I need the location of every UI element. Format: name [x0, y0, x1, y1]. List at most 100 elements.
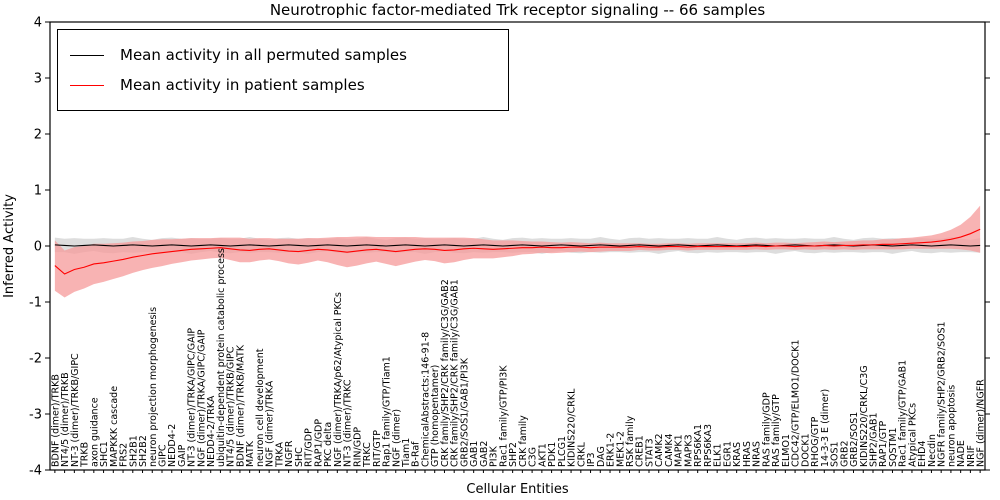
x-tick-label: Atypical PKCs: [907, 403, 918, 467]
x-tick-label: neuron apoptosis: [946, 385, 957, 467]
chart-legend: Mean activity in all permuted samples Me…: [57, 29, 509, 111]
x-tick-label: GRB2: [839, 440, 850, 467]
x-tick-label: HRAS: [742, 441, 753, 467]
x-tick-label: neuron cell development: [255, 348, 266, 467]
x-tick-label: GAB2: [479, 441, 490, 467]
permuted-line-swatch: [70, 54, 104, 56]
x-tick-label: ELK1: [713, 443, 724, 467]
x-tick-label: RSK family: [625, 415, 636, 467]
y-tick-label: -3: [29, 408, 42, 423]
x-tick-label: PDK1: [547, 442, 558, 467]
legend-label-permuted: Mean activity in all permuted samples: [120, 46, 407, 64]
x-tick-label: GAB1: [469, 441, 480, 467]
x-tick-label: SHC1: [99, 441, 110, 467]
x-tick-label: STAT3: [644, 438, 655, 467]
x-tick-label: AKT1: [537, 443, 548, 467]
x-tick-label: neuron projection morphogenesis: [148, 307, 159, 467]
x-tick-label: RAP1/GDP: [313, 419, 324, 467]
x-tick-label: NT4/5 (dimer)/TRKB: [60, 372, 71, 467]
x-tick-label: IP3: [586, 452, 597, 467]
patient-band: [54, 205, 981, 298]
patient-mean-line: [54, 228, 981, 275]
x-tick-label: RPS6KA1: [693, 424, 704, 467]
x-tick-label: SHC: [294, 447, 305, 467]
x-tick-label: EHD4: [917, 440, 928, 467]
x-tick-label: MAPK1: [674, 434, 685, 467]
x-tick-label: MAPKKK cascade: [109, 386, 120, 467]
x-tick-label: SH2B1: [128, 435, 139, 467]
legend-row-patient: Mean activity in patient samples: [70, 70, 496, 100]
x-tick-label: 14-3-3 E (dimer): [820, 389, 831, 467]
x-tick-label: RIT/GDP: [304, 428, 315, 467]
x-tick-label: Necdin: [927, 434, 938, 467]
x-tick-label: NT4/5 (dimer)/TRKB/GIPC: [226, 346, 237, 467]
x-tick-label: GAIP: [177, 444, 188, 467]
x-tick-label: NADE: [956, 440, 967, 467]
x-tick-label: KRAS: [732, 442, 743, 467]
x-tick-label: KIDINS220/CRKL/C3G: [859, 365, 870, 467]
x-tick-label: TRKB: [80, 442, 91, 468]
x-tick-label: Rap1 family/GTP/Tiam1: [382, 356, 393, 467]
x-tick-label: NGF (dimer)/TRKA: [265, 380, 276, 467]
y-tick-label: -4: [29, 464, 42, 479]
x-tick-label: CDC42/GTP/ELMO1/DOCK1: [791, 339, 802, 467]
x-tick-label: ubiquitin-dependent protein catabolic pr…: [216, 248, 227, 467]
x-tick-label: ChemicalAbstracts:146-91-8: [420, 332, 431, 467]
x-axis-label: Cellular Entities: [466, 482, 568, 497]
x-tick-label: SH2B2: [138, 435, 149, 467]
x-tick-label: RHOG/GTP: [810, 416, 821, 467]
x-tick-label: RPS6KA3: [703, 424, 714, 467]
x-tick-label: NT-3 (dimer)/TRKA/GIPC/GAIP: [187, 328, 198, 467]
y-tick-label: -2: [29, 352, 42, 367]
x-tick-label: FRS2: [119, 443, 130, 467]
x-tick-label: SHP2: [508, 442, 519, 467]
x-tick-label: CRK family/SHP2/CRK family/C3G/GAB1: [450, 279, 461, 467]
legend-row-permuted: Mean activity in all permuted samples: [70, 40, 496, 70]
x-tick-label: Tiam1: [401, 438, 412, 468]
x-tick-label: CREB1: [635, 435, 646, 467]
x-tick-label: MATK: [245, 440, 256, 467]
x-tick-label: MEK1-2: [615, 431, 626, 467]
x-tick-label: TRKA: [274, 442, 285, 468]
x-tick-label: NGF (dimer)/TRKA/p62/Atypical PKCs: [333, 292, 344, 467]
x-tick-label: KIDINS220/CRKL: [567, 388, 578, 467]
x-tick-label: NGF (dimer): [391, 409, 402, 467]
y-tick-label: 2: [34, 128, 42, 143]
x-tick-label: NGF (dimer)/TRKA/GIPC/GAIP: [196, 329, 207, 467]
x-tick-label: PLCG1: [557, 436, 568, 467]
x-tick-label: TRKC: [362, 442, 373, 468]
x-tick-label: DAG: [596, 446, 607, 467]
x-tick-label: NT-3 (dimer)/TRKC: [343, 379, 354, 467]
x-tick-label: CAMK4: [664, 433, 675, 467]
patient-line-swatch: [70, 84, 104, 86]
x-tick-label: Rac1 family/GTP/PI3K: [498, 365, 509, 467]
x-tick-label: CAMK2: [654, 433, 665, 467]
x-tick-label: GIPC: [158, 444, 169, 467]
y-axis-label: Inferred Activity: [2, 194, 17, 298]
chart-title: Neurotrophic factor-mediated Trk recepto…: [270, 1, 766, 19]
x-tick-label: NGF (dimer)/NGFR: [976, 379, 987, 467]
x-tick-label: B-Raf: [411, 441, 422, 467]
x-tick-label: ERK1-2: [606, 433, 617, 467]
x-tick-label: NRAS: [752, 441, 763, 467]
x-tick-label: NGFR: [284, 440, 295, 467]
x-tick-label: Rac1 family/GTP/GAB1: [898, 360, 909, 467]
x-tick-label: NGFR family/SHP2/GRB2/SOS1: [937, 321, 948, 467]
x-tick-label: SQSTM1: [888, 427, 899, 467]
x-tick-label: C3G: [528, 447, 539, 467]
x-tick-label: RAS family/GTP: [771, 394, 782, 467]
x-tick-label: GTP (homopentamer): [430, 365, 441, 467]
x-tick-label: SHP2/GAB1: [868, 412, 879, 467]
x-tick-label: GRB2/SOS1: [849, 412, 860, 467]
x-tick-label: NRIF: [966, 445, 977, 467]
x-tick-label: CRK family: [518, 415, 529, 467]
x-tick-label: SOS1: [830, 441, 841, 467]
y-tick-label: 4: [34, 16, 42, 31]
x-tick-label: NT-3 (dimer)/TRKB/GIPC: [70, 353, 81, 467]
x-tick-label: MAPK3: [683, 434, 694, 467]
x-tick-label: EGR1: [722, 441, 733, 467]
x-tick-label: GRB2/SOS1/GAB1/PI3K: [459, 357, 470, 467]
y-tick-label: 1: [34, 184, 42, 199]
x-tick-label: ELMO1: [781, 434, 792, 467]
